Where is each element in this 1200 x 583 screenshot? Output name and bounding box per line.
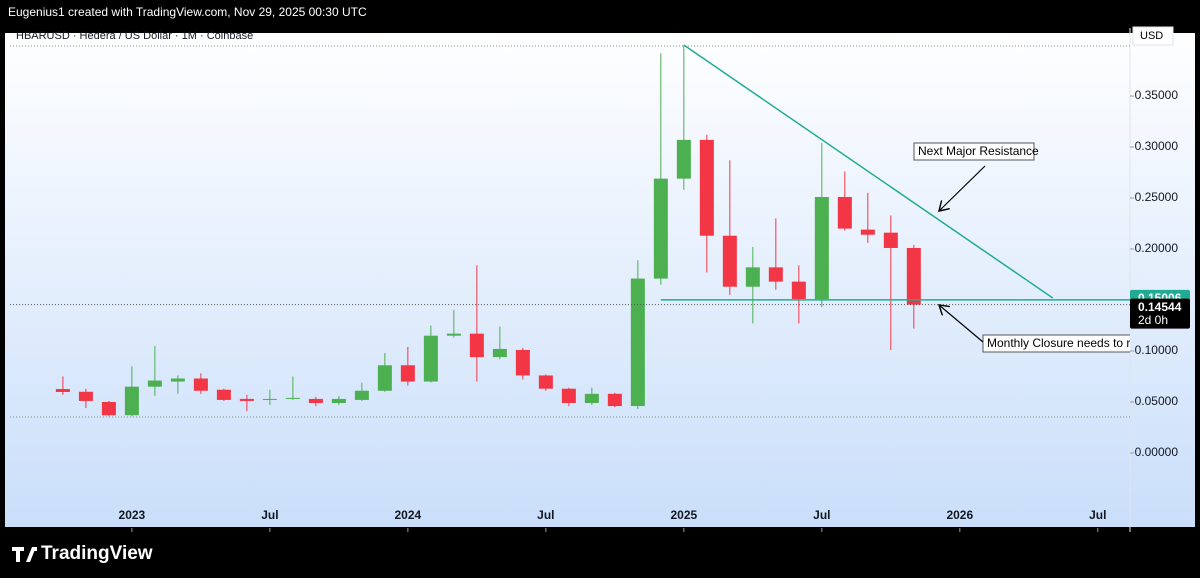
x-tick-label: Jul (261, 508, 278, 522)
candle-body (722, 235, 737, 287)
y-tick-label: 0.30000 (1135, 139, 1179, 153)
price-label-box (1130, 298, 1190, 329)
candle-body (814, 196, 829, 299)
candle-body (285, 397, 300, 399)
candle-body (147, 380, 162, 387)
candle-body (469, 333, 484, 358)
y-tick-label: 0.20000 (1135, 241, 1179, 255)
candle-body (607, 393, 622, 407)
x-tick-label: 2025 (670, 508, 697, 522)
candle-body (745, 267, 760, 287)
currency-box (1132, 26, 1174, 46)
annotation: Next Major Resistance (918, 144, 1039, 158)
candle-body (308, 398, 323, 403)
annotation: Monthly Closure needs to re (987, 336, 1137, 350)
candle-body (630, 278, 645, 407)
candle-body (699, 139, 714, 236)
candle-body (768, 267, 783, 282)
candle-body (423, 335, 438, 382)
candle-body (239, 398, 254, 401)
y-tick-label: 0.35000 (1135, 88, 1179, 102)
candle-body (446, 333, 461, 336)
y-tick-label: 0.25000 (1135, 190, 1179, 204)
candle-body (216, 389, 231, 400)
x-tick-label: 2024 (395, 508, 422, 522)
candle-body (883, 232, 898, 248)
price-label: 0.14544 (1138, 300, 1182, 314)
symbol: HBARUSD · Hedera / US Dollar · 1M · Coin… (16, 30, 253, 42)
candle-body (193, 378, 208, 391)
arrow (939, 165, 986, 211)
chart-background (0, 28, 1200, 532)
y-tick-label: 0.05000 (1135, 394, 1179, 408)
candle-body (400, 365, 415, 382)
candle-body (124, 386, 139, 416)
plot: Next Major Resistance Monthly Closure nee… (10, 44, 1137, 417)
candle-body (78, 391, 93, 401)
annotation-box (982, 334, 1130, 353)
candle-body (860, 229, 875, 235)
candle-body (676, 139, 691, 179)
y-tick-label: 0.00000 (1135, 445, 1179, 459)
candle-body (515, 349, 530, 376)
candle-body (837, 196, 852, 229)
x-tick-label: 2026 (946, 508, 973, 522)
y-tick-label: 0.10000 (1135, 343, 1179, 357)
candle-body (584, 393, 599, 403)
countdown: 2d 0h (1138, 313, 1168, 327)
candle-body (354, 390, 369, 400)
bottom-bar (0, 532, 1200, 578)
candle-body (55, 389, 70, 392)
candle-body (906, 247, 921, 305)
arrow (939, 305, 984, 343)
candle-body (653, 178, 668, 279)
candle-body (262, 398, 277, 400)
credit: Eugenius1 created with TradingView.com, … (8, 5, 367, 19)
candle-body (170, 378, 185, 382)
candle-body (538, 375, 553, 389)
candle-body (101, 401, 116, 416)
x-tick-label: Jul (1089, 508, 1106, 522)
trendline (683, 44, 1054, 299)
x-tick-label: Jul (537, 508, 554, 522)
candle-body (791, 281, 806, 299)
candle-body (492, 348, 507, 358)
logo (12, 547, 37, 562)
candle-body (331, 398, 346, 403)
brand: TradingView (41, 543, 153, 564)
candle-body (561, 388, 576, 403)
annotation-box (913, 142, 1035, 161)
currency: USD (1140, 30, 1163, 42)
x-tick-label: 2023 (119, 508, 146, 522)
x-tick-label: Jul (813, 508, 830, 522)
candle-body (377, 365, 392, 391)
